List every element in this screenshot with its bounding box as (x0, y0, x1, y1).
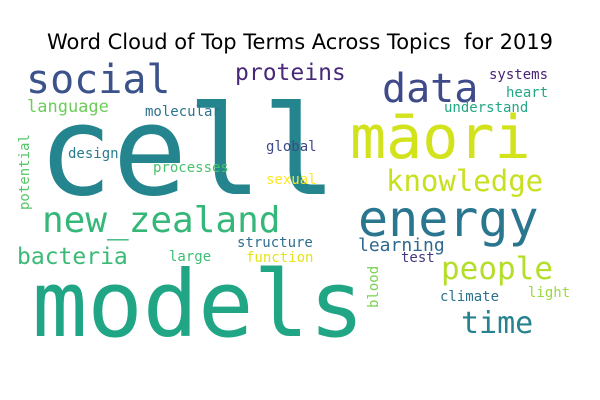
word-sexual: sexual (266, 172, 317, 188)
word-models: models (32, 251, 364, 358)
word-new_zealand: new_zealand (42, 200, 280, 241)
word-cell: cell (38, 80, 337, 224)
word-blood: blood (366, 266, 382, 308)
word-molecular: molecular (145, 104, 221, 120)
word-understand: understand (444, 100, 528, 116)
word-design: design (68, 146, 119, 162)
word-potential: potential (17, 134, 33, 210)
chart-title: Word Cloud of Top Terms Across Topics fo… (46, 30, 554, 54)
word-data: data (382, 66, 478, 112)
word-energy: energy (358, 190, 539, 248)
word-learning: learning (358, 235, 445, 256)
word-people: people (441, 251, 553, 287)
word-knowledge: knowledge (386, 164, 543, 198)
word-large: large (169, 249, 211, 265)
word-language: language (27, 97, 109, 117)
word-function: function (246, 250, 313, 266)
word-climate: climate (440, 289, 499, 305)
word-time: time (461, 306, 533, 341)
word-social: social (26, 57, 171, 103)
word-test: test (401, 250, 435, 266)
word-processes: processes (153, 160, 229, 176)
word-heart: heart (506, 85, 548, 101)
word-light: light (528, 285, 570, 301)
word-systems: systems (489, 67, 548, 83)
word-proteins: proteins (235, 60, 346, 86)
word-structure: structure (237, 235, 313, 251)
word-mori: māori (350, 103, 531, 173)
word-global: global (266, 139, 317, 155)
word-bacteria: bacteria (17, 244, 128, 270)
